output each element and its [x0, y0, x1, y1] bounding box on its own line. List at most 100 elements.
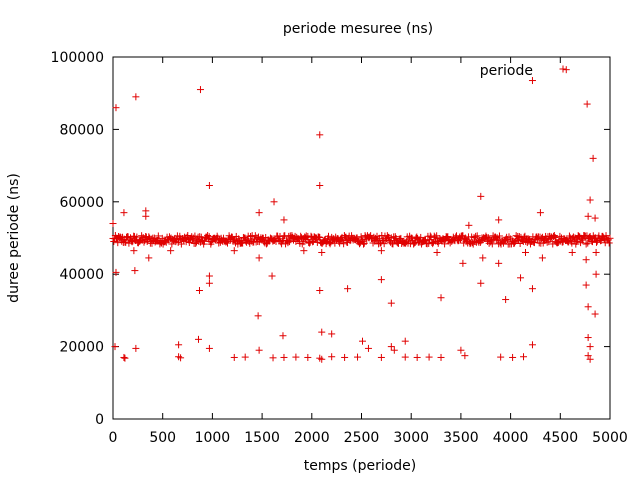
band-point	[512, 232, 520, 240]
data-point	[205, 272, 213, 280]
data-point	[270, 198, 278, 206]
x-tick-labels: 0 500 1000 1500 2000 2500 3000 3500 4000 4500 5000	[109, 430, 628, 446]
band-point	[511, 239, 519, 247]
band-point	[455, 236, 463, 244]
band-point	[410, 240, 418, 248]
band-point	[579, 236, 587, 244]
band-point	[470, 234, 478, 242]
data-point	[520, 353, 528, 361]
data-point	[132, 344, 140, 352]
data-point	[465, 221, 473, 229]
x-tick-label: 4500	[542, 430, 578, 446]
band-point	[353, 234, 361, 242]
data-point	[120, 209, 128, 217]
data-point	[528, 77, 536, 85]
data-point	[364, 344, 372, 352]
data-point	[132, 93, 140, 101]
y-tick-label: 0	[95, 412, 104, 428]
x-tick-label: 4000	[493, 430, 529, 446]
data-point	[316, 182, 324, 190]
data-point	[377, 353, 385, 361]
band-point	[584, 239, 592, 247]
data-point	[121, 354, 129, 362]
data-point	[318, 328, 326, 336]
data-point	[584, 334, 592, 342]
band-point	[441, 240, 449, 248]
band-point	[360, 239, 368, 247]
data-point	[177, 354, 185, 362]
data-point	[522, 248, 530, 256]
band-point	[472, 232, 480, 240]
legend-marker	[559, 65, 567, 73]
data-point	[230, 247, 238, 255]
data-point	[255, 346, 263, 354]
x-tick-label: 0	[109, 430, 118, 446]
band-point	[592, 238, 600, 246]
data-point	[145, 254, 153, 262]
data-point	[479, 254, 487, 262]
band-point	[315, 233, 323, 241]
band-point	[284, 239, 292, 247]
band-point	[471, 238, 479, 246]
dense-band	[109, 231, 614, 248]
band-point	[551, 234, 559, 242]
y-tick-label: 40000	[59, 267, 104, 283]
data-point	[354, 353, 362, 361]
data-point	[583, 100, 591, 108]
x-tick-label: 500	[149, 430, 176, 446]
band-point	[122, 238, 130, 246]
band-point	[556, 232, 564, 240]
band-point	[486, 235, 494, 243]
band-point	[383, 232, 391, 240]
data-point	[536, 209, 544, 217]
data-point	[591, 310, 599, 318]
data-point	[316, 131, 324, 139]
data-point	[582, 256, 590, 264]
data-point	[241, 353, 249, 361]
data-point	[304, 353, 312, 361]
band-point	[324, 232, 332, 240]
band-point	[128, 238, 136, 246]
data-point	[280, 353, 288, 361]
data-point	[528, 285, 536, 293]
data-point	[292, 353, 300, 361]
data-point	[461, 352, 469, 360]
chart-title: periode mesuree (ns)	[283, 21, 433, 37]
band-point	[262, 240, 270, 248]
data-point	[255, 209, 263, 217]
data-point	[196, 86, 204, 94]
data-point	[175, 341, 183, 349]
data-point	[586, 343, 594, 351]
data-point	[497, 353, 505, 361]
band-point	[247, 232, 255, 240]
data-point	[205, 344, 213, 352]
data-point	[195, 286, 203, 294]
y-tick-labels: 0 20000 40000 60000 80000 100000	[51, 50, 104, 428]
data-point	[591, 214, 599, 222]
band-point	[391, 233, 399, 241]
data-point	[230, 353, 238, 361]
data-point	[387, 299, 395, 307]
band-point	[410, 239, 418, 247]
axis-ticks	[112, 56, 611, 420]
band-point	[140, 238, 148, 246]
data-point	[401, 337, 409, 345]
band-point	[422, 236, 430, 244]
data-point	[341, 353, 349, 361]
data-point	[502, 296, 510, 304]
x-tick-label: 1000	[195, 430, 231, 446]
data-point	[387, 343, 395, 351]
band-point	[599, 232, 607, 240]
band-point	[569, 233, 577, 241]
x-tick-label: 2000	[294, 430, 330, 446]
x-tick-label: 5000	[592, 430, 628, 446]
data-point	[517, 274, 525, 282]
band-point	[519, 236, 527, 244]
data-point	[120, 353, 128, 361]
data-point	[509, 353, 517, 361]
data-point	[437, 353, 445, 361]
legend-label: periode	[480, 63, 533, 79]
x-tick-label: 3000	[393, 430, 429, 446]
data-point	[142, 212, 150, 220]
